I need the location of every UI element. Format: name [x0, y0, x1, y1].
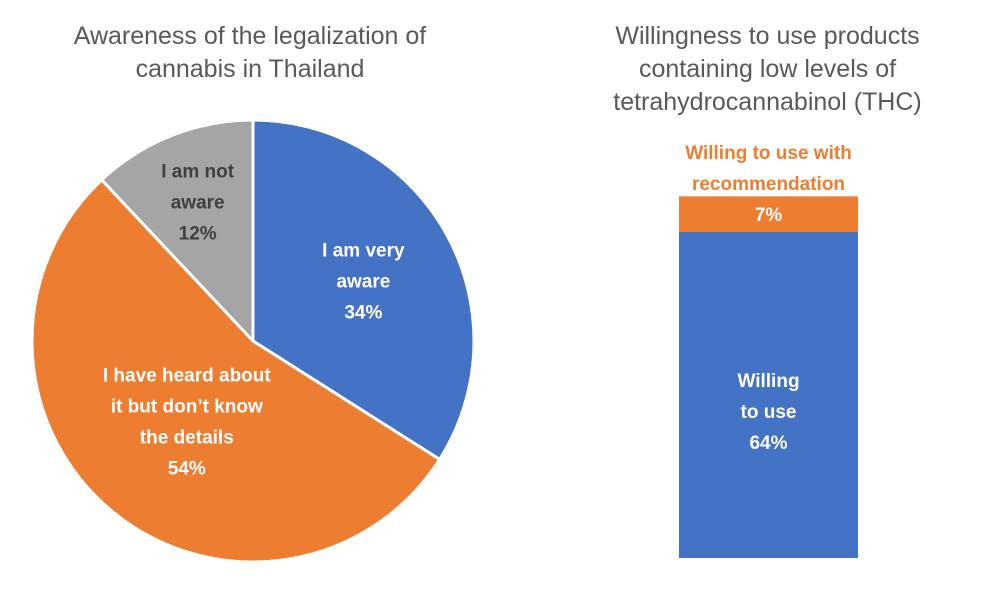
bar-segment-willing-to-use: [679, 232, 858, 558]
bar-segment-willing-to-use-with-recommendation: [679, 196, 858, 232]
pie-slice-i-am-not-aware: [100, 118, 255, 343]
pie-label-i-have-heard-about-it-but-don-t-know-the-details: I have heard about it but don’t know the d…: [103, 366, 272, 480]
bar-label-willing-to-use: Willing to use 64%: [737, 371, 799, 454]
bar-chart-title: Willingness to use products containing l…: [613, 22, 922, 116]
pie-slice-i-have-heard-about-it-but-don-t-know-the-details: [30, 178, 442, 564]
pie-label-i-am-not-aware: I am not aware 12%: [161, 161, 235, 244]
bar-category-willing-to-use-with-recommendation: Willing to use with recommendation: [685, 143, 852, 195]
pie-chart-title: Awareness of the legalization of cannabi…: [73, 22, 427, 83]
pie-label-i-am-very-aware: I am very aware 34%: [322, 240, 405, 323]
bar-value-willing-to-use-with-recommendation: 7%: [755, 205, 783, 226]
